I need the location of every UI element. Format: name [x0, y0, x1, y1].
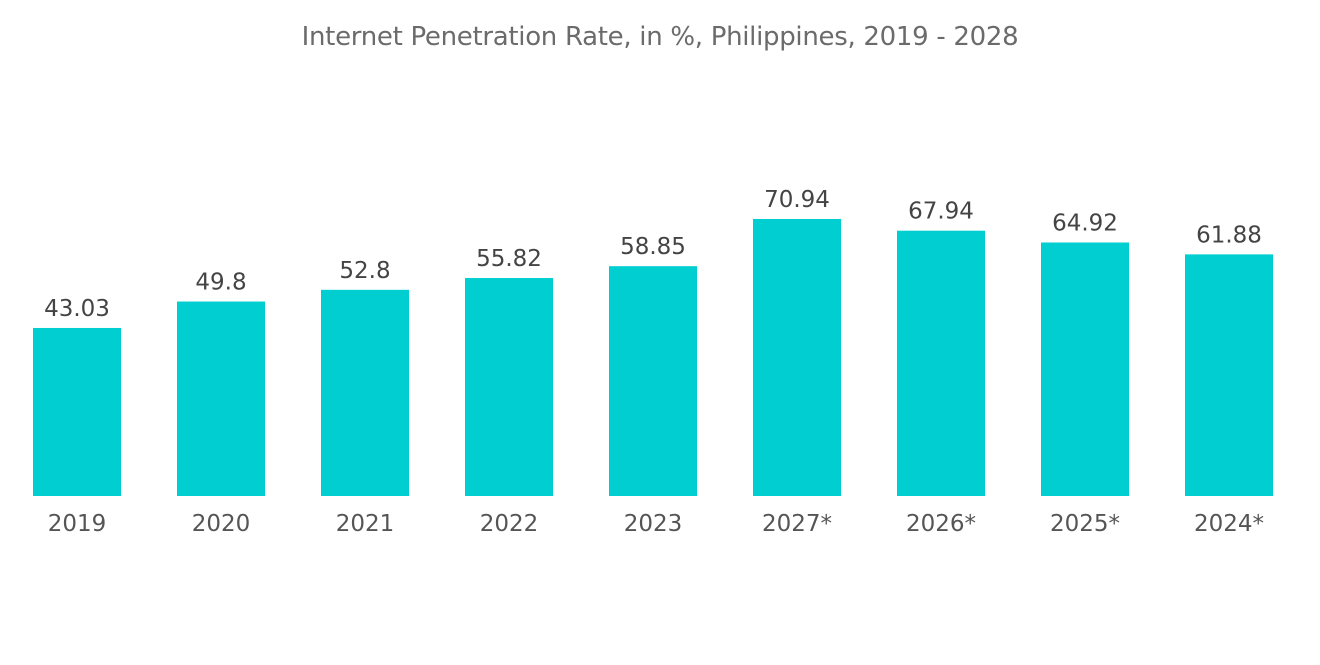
- bar: [897, 230, 985, 496]
- bar: [177, 301, 265, 496]
- data-label: 58.85: [620, 234, 686, 260]
- bar: [753, 218, 841, 496]
- x-tick-label: 2023: [624, 511, 683, 537]
- chart-title: Internet Penetration Rate, in %, Philipp…: [301, 22, 1019, 52]
- bar: [465, 278, 553, 496]
- bar: [321, 289, 409, 496]
- data-label: 61.88: [1196, 222, 1262, 248]
- data-label: 43.03: [44, 296, 110, 322]
- bar: [609, 266, 697, 496]
- x-tick-label: 2020: [192, 511, 251, 537]
- data-label: 55.82: [476, 246, 542, 272]
- data-label: 67.94: [908, 199, 974, 225]
- bar: [33, 327, 121, 496]
- x-tick-label: 2025*: [1050, 511, 1120, 537]
- data-label: 52.8: [339, 258, 390, 284]
- x-tick-label: 2019: [48, 511, 107, 537]
- x-tick-label: 2021: [336, 511, 395, 537]
- data-label: 49.8: [195, 270, 246, 296]
- x-tick-label: 2026*: [906, 511, 976, 537]
- x-tick-label: 2024*: [1194, 511, 1264, 537]
- x-tick-label: 2022: [480, 511, 539, 537]
- x-tick-label: 2027*: [762, 511, 832, 537]
- bar: [1041, 242, 1129, 496]
- data-label: 64.92: [1052, 210, 1118, 236]
- data-label: 70.94: [764, 187, 830, 213]
- bar: [1185, 254, 1273, 496]
